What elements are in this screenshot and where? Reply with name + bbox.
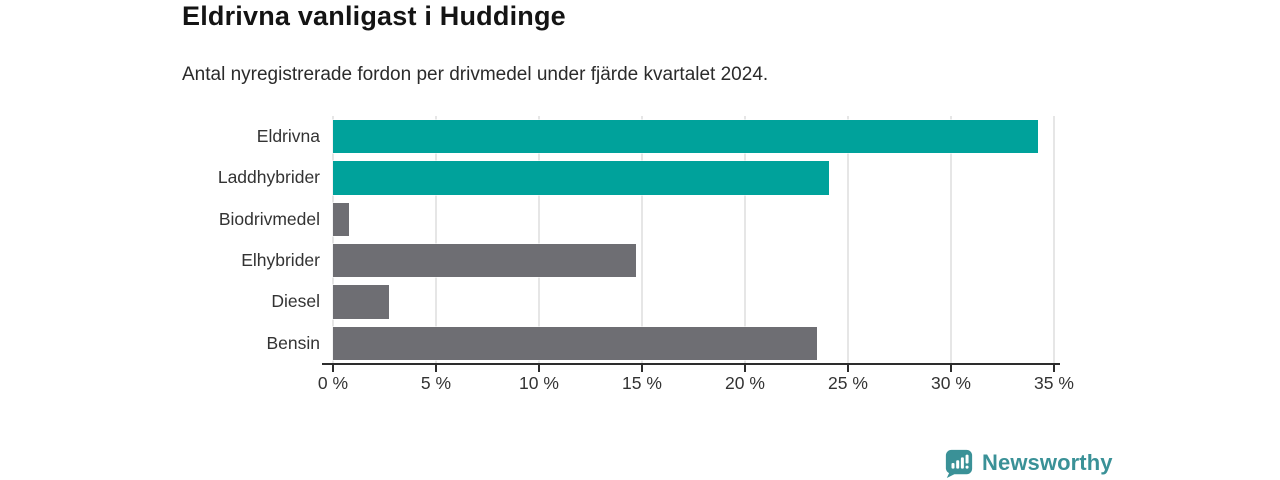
bar-elhybrider: [333, 243, 636, 278]
axis-tick: [641, 363, 643, 372]
axis-tick-label: 5 %: [420, 373, 452, 393]
axis-tick: [847, 363, 849, 372]
newsworthy-pin-barchart-icon: [945, 449, 973, 478]
gridline: [538, 116, 540, 364]
bar-row: [333, 281, 1280, 322]
axis-tick: [744, 363, 746, 372]
bar-eldrivna: [333, 120, 1038, 154]
axis-tick: [435, 363, 437, 372]
bar-row: [333, 157, 1280, 198]
gridline: [950, 116, 952, 364]
category-label: Bensin: [266, 332, 320, 353]
bar-row: [333, 240, 1280, 281]
gridline: [332, 116, 334, 364]
axis-tick-label: 0 %: [317, 373, 349, 393]
axis-tick: [332, 363, 334, 372]
chart-title: Eldrivna vanligast i Huddinge: [182, 1, 566, 31]
brand-name: Newsworthy: [982, 450, 1113, 475]
axis-tick-label: 15 %: [622, 373, 662, 393]
bar-row: [333, 323, 1280, 364]
axis-tick-label: 35 %: [1034, 373, 1074, 393]
bar-bensin: [333, 326, 818, 361]
brand-footer: Newsworthy: [944, 447, 1113, 479]
gridline: [744, 116, 746, 364]
gridline: [847, 116, 849, 364]
bar-biodrivmedel: [333, 202, 350, 237]
category-label: Elhybrider: [241, 250, 320, 271]
category-axis: Eldrivna Laddhybrider Biodrivmedel Elhybrid…: [0, 116, 320, 364]
axis-tick-label: 10 %: [519, 373, 559, 393]
bar-diesel: [333, 285, 389, 319]
gridline: [1053, 116, 1055, 364]
axis-tick: [538, 363, 540, 372]
gridline: [435, 116, 437, 364]
category-label: Laddhybrider: [217, 167, 320, 188]
axis-tick: [1053, 363, 1055, 372]
axis-tick-label: 20 %: [725, 373, 765, 393]
bar-row: [333, 199, 1280, 240]
bar-series: [333, 116, 1280, 364]
bar-laddhybrider: [333, 161, 830, 195]
axis-tick-label: 25 %: [828, 373, 868, 393]
category-label: Eldrivna: [256, 126, 320, 147]
category-label: Diesel: [271, 291, 320, 312]
chart-subtitle: Antal nyregistrerade fordon per drivmede…: [182, 64, 769, 85]
category-label: Biodrivmedel: [218, 208, 320, 229]
plot-area: [332, 116, 1055, 364]
gridline: [641, 116, 643, 364]
bar-row: [333, 116, 1280, 157]
axis-tick-label: 30 %: [931, 373, 971, 393]
axis-tick: [950, 363, 952, 372]
